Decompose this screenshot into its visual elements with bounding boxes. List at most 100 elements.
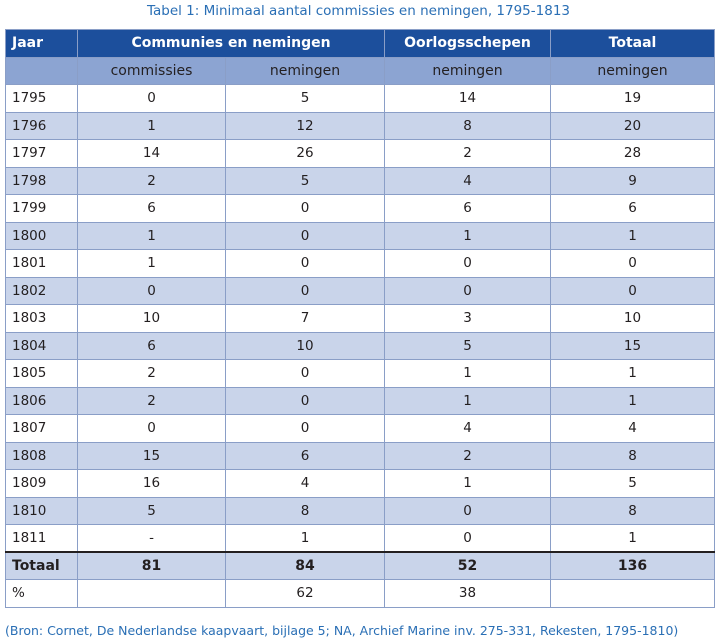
table-body: 1795 0 5 14 19 1796 1 12 8 20 1797 14 26…: [5, 84, 716, 608]
cell-nemingen: 26: [224, 139, 386, 168]
cell-totaal: 5: [550, 469, 716, 498]
cell-year: 1808: [5, 441, 78, 470]
cell-nemingen: 0: [224, 386, 386, 415]
percent-commissies: [77, 579, 226, 608]
cell-oorlogsschepen: 4: [384, 414, 552, 443]
cell-commissies: 1: [77, 249, 226, 278]
cell-totaal: 10: [550, 304, 716, 333]
cell-nemingen: 12: [224, 111, 386, 140]
table-row: 1799 6 0 6 6: [5, 194, 716, 223]
cell-commissies: 5: [77, 496, 226, 525]
cell-totaal: 8: [550, 441, 716, 470]
cell-oorlogsschepen: 1: [384, 359, 552, 388]
cell-year: 1802: [5, 276, 78, 305]
table-row: 1805 2 0 1 1: [5, 359, 716, 388]
cell-totaal: 1: [550, 221, 716, 250]
table-row: 1796 1 12 8 20: [5, 111, 716, 140]
total-nemingen: 84: [224, 551, 386, 580]
cell-nemingen: 10: [224, 331, 386, 360]
table-row: 1800 1 0 1 1: [5, 221, 716, 250]
total-commissies: 81: [77, 551, 226, 580]
table-row: 1811 - 1 0 1: [5, 524, 716, 553]
cell-year: 1805: [5, 359, 78, 388]
cell-commissies: 15: [77, 441, 226, 470]
cell-commissies: 10: [77, 304, 226, 333]
cell-commissies: 0: [77, 414, 226, 443]
table-row: 1809 16 4 1 5: [5, 469, 716, 498]
cell-oorlogsschepen: 8: [384, 111, 552, 140]
cell-oorlogsschepen: 6: [384, 194, 552, 223]
table-row: 1806 2 0 1 1: [5, 386, 716, 415]
cell-totaal: 6: [550, 194, 716, 223]
cell-oorlogsschepen: 5: [384, 331, 552, 360]
percent-nemingen: 62: [224, 579, 386, 608]
cell-year: 1809: [5, 469, 78, 498]
cell-commissies: 1: [77, 111, 226, 140]
total-oorlogsschepen: 52: [384, 551, 552, 580]
cell-nemingen: 7: [224, 304, 386, 333]
cell-year: 1795: [5, 84, 78, 113]
cell-oorlogsschepen: 2: [384, 441, 552, 470]
header-row-sub: commissies nemingen nemingen nemingen: [5, 56, 716, 85]
total-row: Totaal 81 84 52 136: [5, 551, 716, 580]
header-oorlogsschepen: Oorlogsschepen: [384, 29, 552, 58]
cell-commissies: 0: [77, 84, 226, 113]
cell-nemingen: 0: [224, 249, 386, 278]
cell-oorlogsschepen: 0: [384, 276, 552, 305]
cell-nemingen: 0: [224, 414, 386, 443]
cell-totaal: 28: [550, 139, 716, 168]
table-row: 1795 0 5 14 19: [5, 84, 716, 113]
cell-nemingen: 0: [224, 359, 386, 388]
cell-totaal: 20: [550, 111, 716, 140]
cell-nemingen: 8: [224, 496, 386, 525]
cell-nemingen: 1: [224, 524, 386, 553]
table-row: 1803 10 7 3 10: [5, 304, 716, 333]
cell-year: 1797: [5, 139, 78, 168]
cell-oorlogsschepen: 1: [384, 221, 552, 250]
cell-commissies: 2: [77, 386, 226, 415]
cell-year: 1807: [5, 414, 78, 443]
cell-totaal: 1: [550, 359, 716, 388]
cell-nemingen: 0: [224, 221, 386, 250]
cell-nemingen: 0: [224, 194, 386, 223]
cell-totaal: 0: [550, 276, 716, 305]
cell-commissies: 1: [77, 221, 226, 250]
cell-nemingen: 5: [224, 166, 386, 195]
table-row: 1807 0 0 4 4: [5, 414, 716, 443]
table-row: 1798 2 5 4 9: [5, 166, 716, 195]
cell-totaal: 1: [550, 386, 716, 415]
cell-totaal: 15: [550, 331, 716, 360]
header-totaal: Totaal: [550, 29, 716, 58]
percent-label: %: [5, 579, 78, 608]
percent-oorlogsschepen: 38: [384, 579, 552, 608]
cell-year: 1806: [5, 386, 78, 415]
cell-nemingen: 0: [224, 276, 386, 305]
cell-commissies: 6: [77, 194, 226, 223]
cell-year: 1799: [5, 194, 78, 223]
source-note: (Bron: Cornet, De Nederlandse kaapvaart,…: [5, 623, 679, 638]
header-row-main: Jaar Communies en nemingen Oorlogsschepe…: [5, 29, 716, 58]
cell-year: 1804: [5, 331, 78, 360]
table-row: 1810 5 8 0 8: [5, 496, 716, 525]
cell-oorlogsschepen: 0: [384, 524, 552, 553]
cell-nemingen: 5: [224, 84, 386, 113]
cell-oorlogsschepen: 0: [384, 496, 552, 525]
table-row: 1802 0 0 0 0: [5, 276, 716, 305]
cell-commissies: 6: [77, 331, 226, 360]
table-caption: Tabel 1: Minimaal aantal commissies en n…: [146, 3, 571, 19]
cell-year: 1810: [5, 496, 78, 525]
cell-oorlogsschepen: 14: [384, 84, 552, 113]
cell-totaal: 19: [550, 84, 716, 113]
header-sub-empty: [5, 56, 78, 85]
cell-year: 1796: [5, 111, 78, 140]
cell-oorlogsschepen: 1: [384, 386, 552, 415]
percent-totaal: [550, 579, 716, 608]
cell-commissies: 16: [77, 469, 226, 498]
cell-year: 1811: [5, 524, 78, 553]
data-table: Jaar Communies en nemingen Oorlogsschepe…: [5, 29, 716, 608]
cell-commissies: 14: [77, 139, 226, 168]
header-sub-commissies: commissies: [77, 56, 226, 85]
cell-year: 1800: [5, 221, 78, 250]
cell-commissies: 2: [77, 359, 226, 388]
cell-oorlogsschepen: 2: [384, 139, 552, 168]
